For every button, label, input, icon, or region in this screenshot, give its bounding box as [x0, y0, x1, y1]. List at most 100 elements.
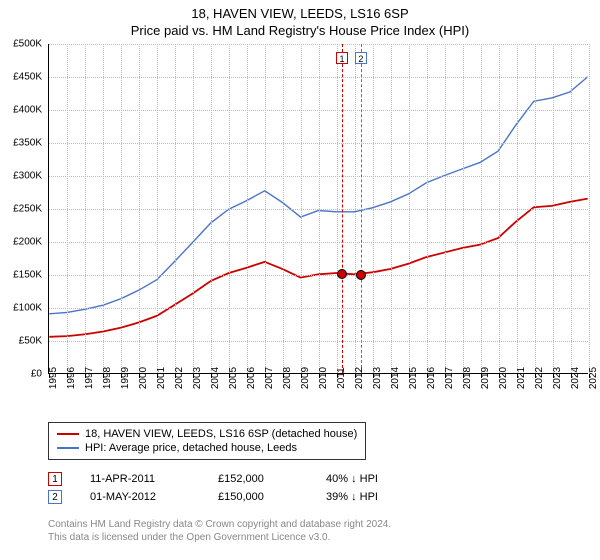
x-axis-label: 1997 — [84, 367, 95, 389]
x-axis-label: 2007 — [264, 367, 275, 389]
x-axis-label: 2021 — [516, 367, 527, 389]
gridline-v — [445, 44, 446, 373]
sale-row: 2 01-MAY-2012 £150,000 39% ↓ HPI — [48, 488, 416, 506]
x-axis-label: 2012 — [354, 367, 365, 389]
x-axis-label: 2001 — [156, 367, 167, 389]
event-marker-1: 1 — [336, 52, 348, 64]
gridline-v — [535, 44, 536, 373]
x-axis-label: 1999 — [120, 367, 131, 389]
y-axis-label: £400K — [13, 105, 42, 116]
x-axis-label: 2011 — [336, 367, 347, 389]
event-marker-2: 2 — [355, 52, 367, 64]
x-axis-label: 2003 — [192, 367, 203, 389]
gridline-v — [175, 44, 176, 373]
gridline-v — [121, 44, 122, 373]
y-axis-label: £500K — [13, 39, 42, 50]
sale-price: £150,000 — [218, 491, 298, 503]
x-axis-label: 2016 — [426, 367, 437, 389]
gridline-v — [247, 44, 248, 373]
sale-date: 11-APR-2011 — [90, 473, 190, 485]
x-axis-label: 2004 — [210, 367, 221, 389]
gridline-v — [67, 44, 68, 373]
gridline-v — [229, 44, 230, 373]
sale-point-2 — [356, 270, 366, 280]
legend-swatch — [57, 433, 79, 435]
x-axis-label: 2013 — [372, 367, 383, 389]
gridline-v — [373, 44, 374, 373]
x-axis-label: 2017 — [444, 367, 455, 389]
legend: 18, HAVEN VIEW, LEEDS, LS16 6SP (detache… — [48, 422, 366, 460]
gridline-v — [283, 44, 284, 373]
gridline-v — [103, 44, 104, 373]
x-axis-label: 2006 — [246, 367, 257, 389]
gridline-v — [589, 44, 590, 373]
sale-marker: 1 — [48, 472, 62, 486]
gridline-v — [391, 44, 392, 373]
x-axis-label: 2014 — [390, 367, 401, 389]
x-axis-label: 2024 — [570, 367, 581, 389]
y-axis-label: £0 — [31, 369, 42, 380]
sale-price: £152,000 — [218, 473, 298, 485]
legend-row: HPI: Average price, detached house, Leed… — [57, 441, 357, 455]
gridline-v — [265, 44, 266, 373]
plot-region: 12 — [48, 44, 588, 374]
footer-attribution: Contains HM Land Registry data © Crown c… — [48, 518, 391, 544]
sale-row: 1 11-APR-2011 £152,000 40% ↓ HPI — [48, 470, 416, 488]
sales-table: 1 11-APR-2011 £152,000 40% ↓ HPI 2 01-MAY-201… — [48, 470, 416, 506]
sale-date: 01-MAY-2012 — [90, 491, 190, 503]
chart-area: 12 £0£50K£100K£150K£200K£250K£300K£350K£… — [48, 44, 588, 374]
event-line-1 — [342, 44, 343, 373]
gridline-v — [157, 44, 158, 373]
x-axis-label: 2000 — [138, 367, 149, 389]
y-axis-label: £250K — [13, 204, 42, 215]
y-axis-label: £450K — [13, 72, 42, 83]
footer-line-2: This data is licensed under the Open Gov… — [48, 531, 391, 544]
gridline-v — [499, 44, 500, 373]
event-line-2 — [361, 44, 362, 373]
gridline-v — [319, 44, 320, 373]
gridline-v — [463, 44, 464, 373]
x-axis-label: 2018 — [462, 367, 473, 389]
sale-point-1 — [337, 269, 347, 279]
gridline-v — [355, 44, 356, 373]
x-axis-label: 2009 — [300, 367, 311, 389]
gridline-v — [211, 44, 212, 373]
x-axis-label: 2008 — [282, 367, 293, 389]
y-axis-label: £50K — [19, 336, 42, 347]
gridline-v — [481, 44, 482, 373]
gridline-v — [409, 44, 410, 373]
legend-label: HPI: Average price, detached house, Leed… — [85, 442, 297, 454]
gridline-v — [517, 44, 518, 373]
gridline-v — [571, 44, 572, 373]
sale-delta: 39% ↓ HPI — [326, 491, 416, 503]
x-axis-label: 1995 — [48, 367, 59, 389]
chart-container: 18, HAVEN VIEW, LEEDS, LS16 6SP Price pa… — [0, 0, 600, 560]
x-axis-label: 2023 — [552, 367, 563, 389]
x-axis-label: 2025 — [588, 367, 599, 389]
y-axis-label: £100K — [13, 303, 42, 314]
sale-marker: 2 — [48, 490, 62, 504]
x-axis-label: 2010 — [318, 367, 329, 389]
gridline-v — [139, 44, 140, 373]
x-axis-label: 2022 — [534, 367, 545, 389]
x-axis-label: 2002 — [174, 367, 185, 389]
gridline-v — [553, 44, 554, 373]
gridline-v — [427, 44, 428, 373]
gridline-v — [301, 44, 302, 373]
footer-line-1: Contains HM Land Registry data © Crown c… — [48, 518, 391, 531]
gridline-v — [193, 44, 194, 373]
gridline-v — [337, 44, 338, 373]
y-axis-label: £150K — [13, 270, 42, 281]
x-axis-label: 1996 — [66, 367, 77, 389]
legend-label: 18, HAVEN VIEW, LEEDS, LS16 6SP (detache… — [85, 428, 357, 440]
legend-swatch — [57, 447, 79, 449]
x-axis-label: 2015 — [408, 367, 419, 389]
chart-subtitle: Price paid vs. HM Land Registry's House … — [0, 21, 600, 42]
x-axis-label: 2005 — [228, 367, 239, 389]
x-axis-label: 1998 — [102, 367, 113, 389]
sale-delta: 40% ↓ HPI — [326, 473, 416, 485]
y-axis-label: £350K — [13, 138, 42, 149]
gridline-v — [85, 44, 86, 373]
y-axis-label: £200K — [13, 237, 42, 248]
y-axis-label: £300K — [13, 171, 42, 182]
